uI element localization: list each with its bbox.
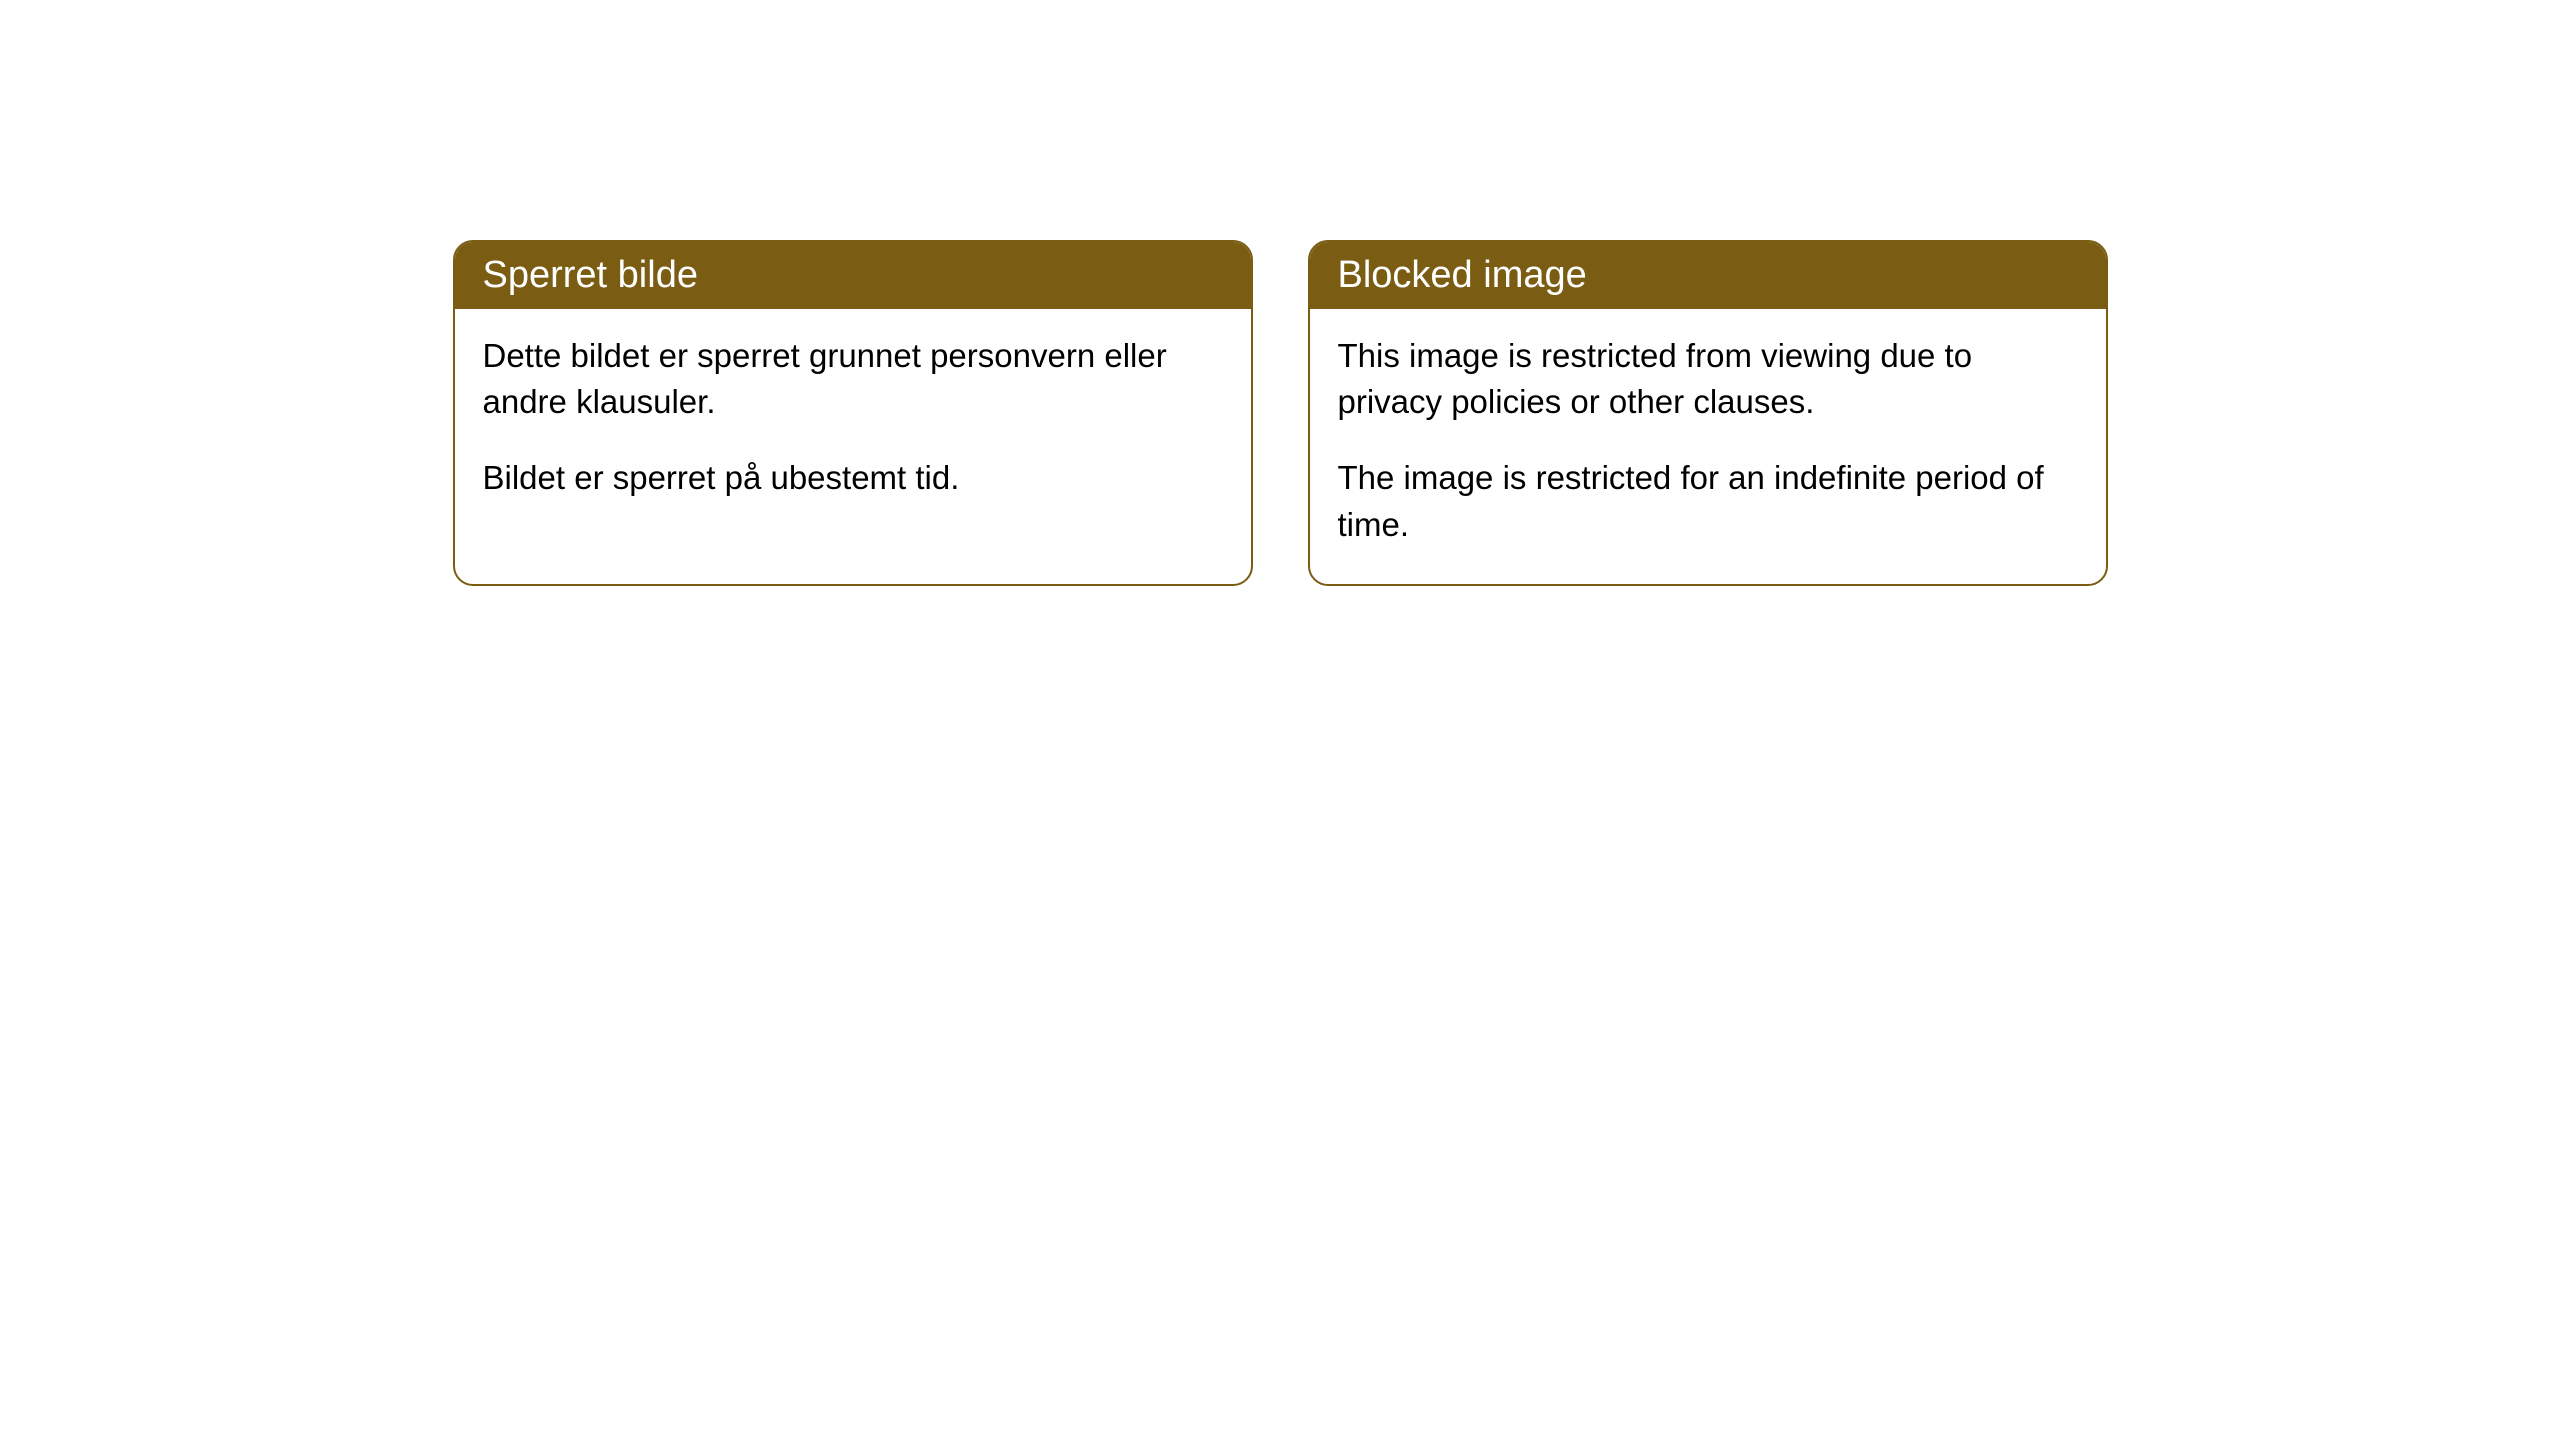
notice-container: Sperret bilde Dette bildet er sperret gr… [0, 240, 2560, 586]
notice-card-english: Blocked image This image is restricted f… [1308, 240, 2108, 586]
card-header: Blocked image [1310, 242, 2106, 309]
card-body: This image is restricted from viewing du… [1310, 309, 2106, 584]
card-body: Dette bildet er sperret grunnet personve… [455, 309, 1251, 538]
card-paragraph: Bildet er sperret på ubestemt tid. [483, 455, 1223, 501]
card-paragraph: This image is restricted from viewing du… [1338, 333, 2078, 425]
card-title: Blocked image [1338, 254, 1587, 296]
notice-card-norwegian: Sperret bilde Dette bildet er sperret gr… [453, 240, 1253, 586]
card-paragraph: The image is restricted for an indefinit… [1338, 455, 2078, 547]
card-header: Sperret bilde [455, 242, 1251, 309]
card-title: Sperret bilde [483, 254, 698, 296]
card-paragraph: Dette bildet er sperret grunnet personve… [483, 333, 1223, 425]
